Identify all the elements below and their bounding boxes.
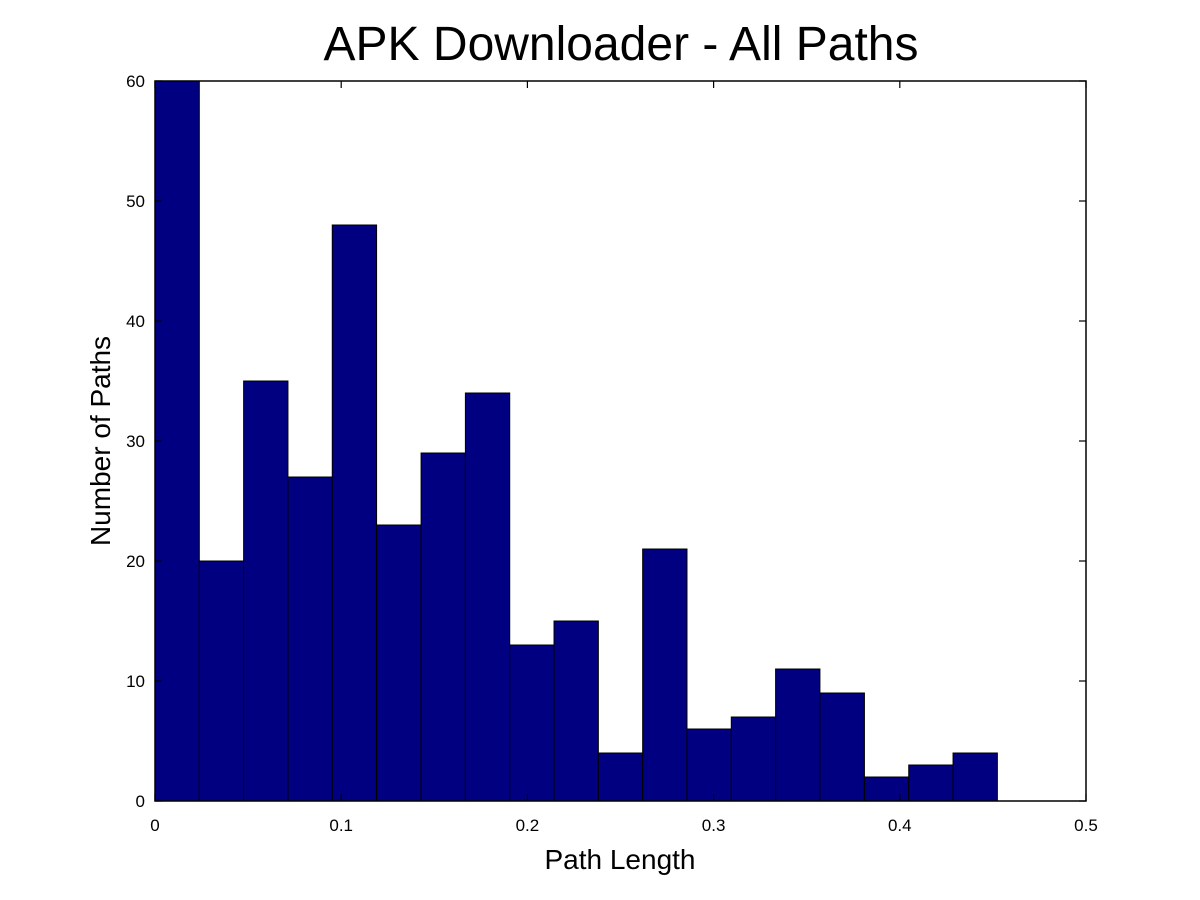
y-axis-label: Number of Paths	[85, 336, 116, 546]
bars-group	[154, 80, 998, 802]
histogram-bar	[376, 524, 422, 802]
histogram-bar	[243, 380, 289, 802]
y-tick-label: 50	[126, 192, 145, 211]
x-tick-label: 0.5	[1074, 816, 1098, 835]
histogram-bar	[287, 476, 333, 802]
histogram-bar	[642, 548, 688, 802]
x-tick-label: 0.3	[702, 816, 726, 835]
x-tick-label: 0.2	[516, 816, 540, 835]
histogram-bar	[154, 80, 200, 802]
ticks-group	[154, 80, 1087, 802]
x-tick-label: 0	[150, 816, 159, 835]
histogram-bar	[775, 668, 821, 802]
y-tick-label: 20	[126, 552, 145, 571]
y-tick-label: 0	[136, 792, 145, 811]
histogram-bar	[464, 392, 511, 802]
histogram-bar	[198, 560, 245, 802]
histogram-bar	[908, 764, 954, 802]
y-tick-label: 10	[126, 672, 145, 691]
histogram-bar	[730, 716, 777, 802]
chart-title: APK Downloader - All Paths	[324, 18, 919, 71]
y-tick-labels: 0 10 20 30 40 50 60	[126, 72, 145, 811]
y-tick-label: 30	[126, 432, 145, 451]
histogram-bar	[331, 224, 378, 802]
x-tick-labels: 0 0.1 0.2 0.3 0.4 0.5	[150, 816, 1098, 835]
y-tick-label: 40	[126, 312, 145, 331]
y-tick-label: 60	[126, 72, 145, 91]
histogram-bar	[819, 692, 865, 802]
x-tick-label: 0.4	[888, 816, 912, 835]
histogram-bar	[863, 776, 910, 802]
histogram-bar	[597, 752, 644, 802]
x-tick-label: 0.1	[329, 816, 353, 835]
histogram-bar	[952, 752, 998, 802]
histogram-bar	[553, 620, 599, 802]
x-axis-label: Path Length	[544, 844, 695, 875]
histogram-bar	[509, 644, 555, 802]
histogram-bar	[686, 728, 732, 802]
histogram-bar	[420, 452, 466, 802]
